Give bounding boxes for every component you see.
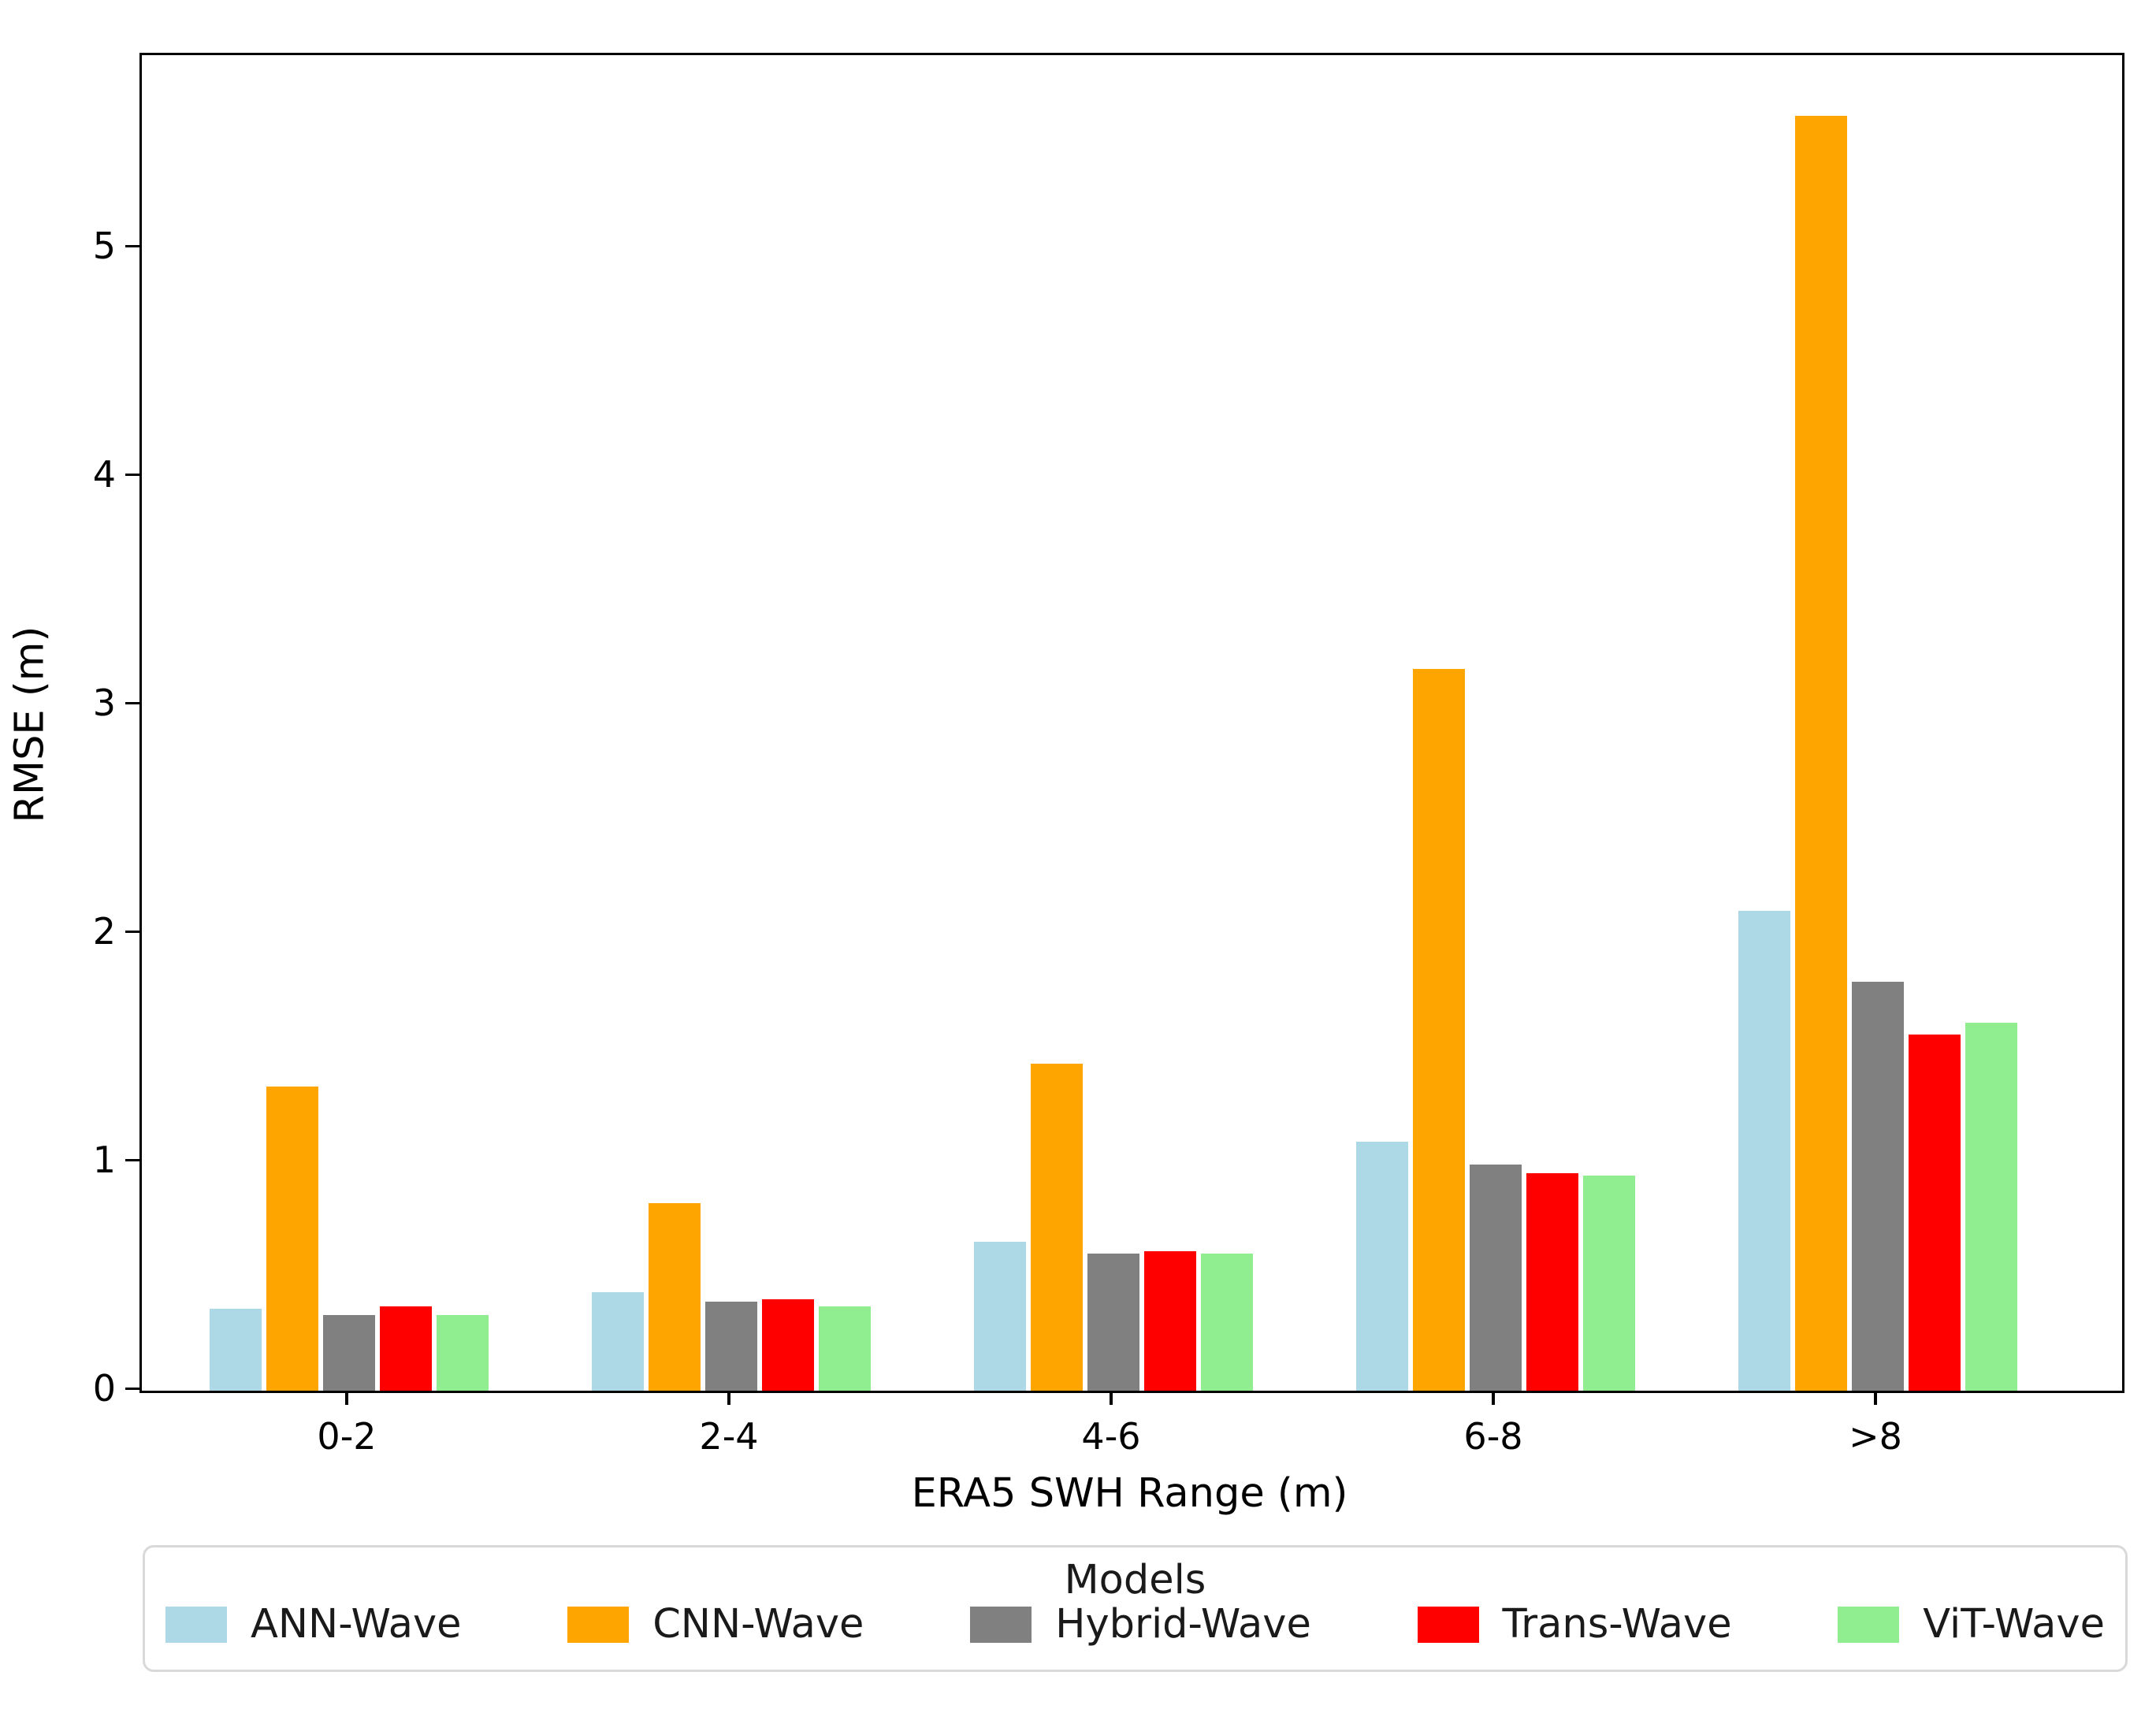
legend: Models ANN-Wave CNN-Wave Hybrid-Wave Trans-… — [143, 1545, 2128, 1672]
y-tick-label: 2 — [92, 910, 116, 953]
bar — [1087, 1254, 1139, 1391]
bar — [210, 1309, 262, 1391]
y-tick-label: 4 — [92, 453, 116, 496]
x-tick-label: 6-8 — [1463, 1415, 1523, 1458]
bar — [1144, 1251, 1196, 1391]
bar — [266, 1087, 318, 1391]
bar — [705, 1302, 757, 1391]
bar — [974, 1242, 1026, 1391]
legend-item: Trans-Wave — [1417, 1601, 1732, 1648]
bar — [437, 1315, 489, 1391]
legend-item-label: Hybrid-Wave — [1055, 1601, 1311, 1648]
bar — [1909, 1035, 1961, 1391]
bar — [649, 1203, 701, 1391]
bar — [1965, 1023, 2017, 1391]
legend-swatch-icon — [567, 1606, 630, 1643]
bar — [1470, 1165, 1522, 1391]
bar — [1356, 1142, 1408, 1391]
bar — [323, 1315, 375, 1391]
x-axis-label: ERA5 SWH Range (m) — [911, 1470, 1348, 1517]
y-axis-label: RMSE (m) — [6, 626, 54, 823]
legend-item-label: CNN-Wave — [652, 1601, 864, 1648]
legend-item: Hybrid-Wave — [970, 1604, 1311, 1644]
x-tick-label: 0-2 — [317, 1415, 377, 1458]
bar — [592, 1292, 644, 1391]
legend-item-label: ViT-Wave — [1923, 1601, 2105, 1648]
bar — [1852, 982, 1904, 1391]
legend-swatch-icon — [1417, 1606, 1479, 1643]
x-tick-label: 4-6 — [1081, 1415, 1141, 1458]
y-tick-label: 1 — [92, 1139, 116, 1181]
y-tick-mark — [125, 930, 139, 933]
bar — [1583, 1176, 1635, 1391]
legend-items: ANN-Wave CNN-Wave Hybrid-Wave Trans-Wave ViT… — [145, 1604, 2125, 1644]
x-tick-label: >8 — [1849, 1415, 1902, 1458]
bar — [762, 1299, 814, 1391]
y-tick-label: 3 — [92, 682, 116, 724]
y-tick-label: 0 — [92, 1367, 116, 1410]
bar — [1738, 911, 1790, 1391]
x-tick-mark — [727, 1391, 730, 1405]
y-tick-mark — [125, 244, 139, 247]
x-tick-mark — [1492, 1391, 1495, 1405]
plot-area — [139, 53, 2124, 1393]
x-tick-label: 2-4 — [699, 1415, 759, 1458]
legend-item: ViT-Wave — [1838, 1604, 2105, 1644]
legend-swatch-icon — [165, 1606, 227, 1643]
legend-swatch-icon — [970, 1606, 1032, 1643]
bar — [1413, 669, 1465, 1391]
x-tick-mark — [345, 1391, 348, 1405]
bar — [1526, 1173, 1578, 1391]
bar — [380, 1306, 432, 1391]
y-tick-mark — [125, 701, 139, 704]
x-tick-mark — [1874, 1391, 1877, 1405]
legend-item: CNN-Wave — [567, 1604, 864, 1644]
y-tick-mark — [125, 473, 139, 476]
legend-item: ANN-Wave — [165, 1604, 462, 1644]
legend-item-label: Trans-Wave — [1502, 1601, 1732, 1648]
legend-swatch-icon — [1838, 1606, 1900, 1643]
bar — [1201, 1254, 1253, 1391]
y-tick-mark — [125, 1158, 139, 1161]
bar — [819, 1306, 871, 1391]
y-tick-mark — [125, 1387, 139, 1390]
bar — [1795, 116, 1847, 1391]
x-tick-mark — [1110, 1391, 1113, 1405]
y-tick-label: 5 — [92, 225, 116, 267]
bar — [1031, 1064, 1083, 1391]
legend-title: Models — [1064, 1557, 1206, 1603]
legend-item-label: ANN-Wave — [251, 1601, 462, 1648]
